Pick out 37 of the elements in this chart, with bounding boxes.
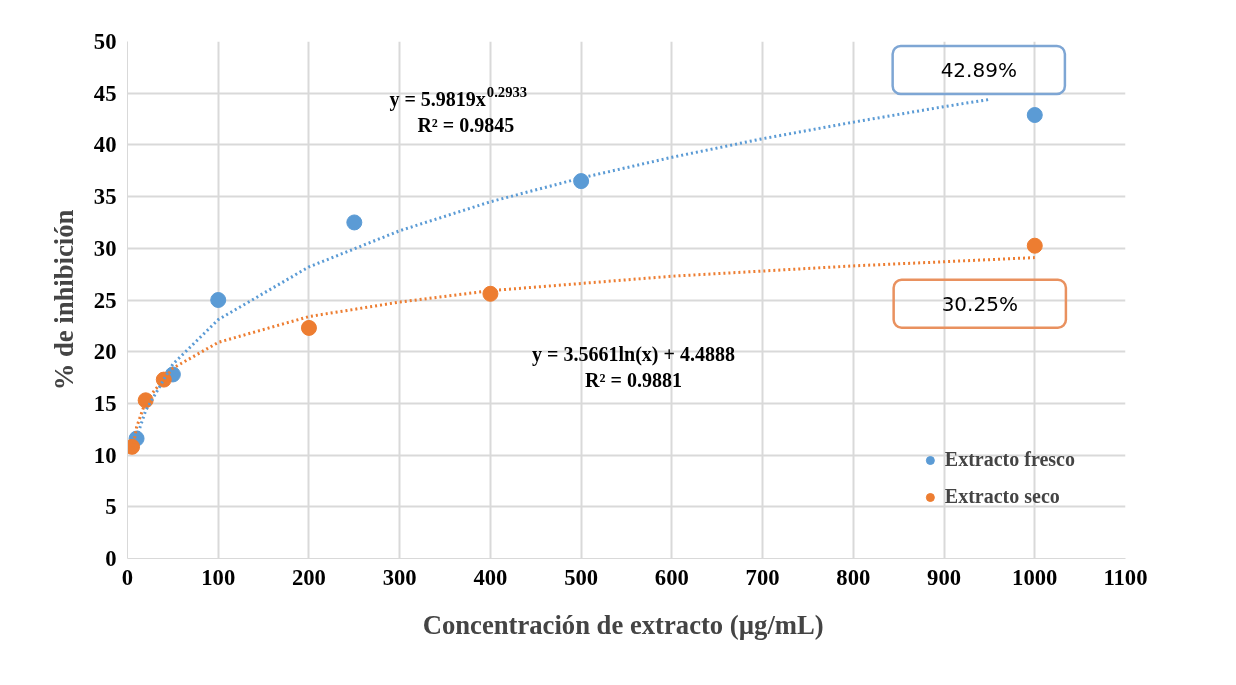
- y-tick-label: 20: [93, 339, 117, 365]
- x-tick-label: 700: [745, 564, 780, 590]
- x-tick-label: 100: [201, 564, 236, 590]
- y-tick-label: 45: [93, 80, 117, 106]
- y-tick-label: 0: [105, 546, 117, 571]
- x-tick-label: 200: [291, 564, 326, 590]
- x-axis-title: Concentración de extracto (µg/mL): [422, 609, 824, 640]
- point: [1026, 237, 1043, 254]
- y-tick-label: 40: [93, 132, 117, 158]
- annotation: y = 3.5661ln(x) + 4.4888 R² = 0.9881: [532, 342, 735, 391]
- y-tick-label: 35: [93, 184, 117, 210]
- point: [573, 173, 590, 190]
- y-tick-label: 25: [93, 287, 117, 313]
- x-tick-label: 1100: [1103, 564, 1148, 590]
- y-axis-title: % de inhibición: [48, 209, 79, 391]
- x-tick-label: 500: [564, 564, 599, 590]
- x-tick-label: 300: [382, 564, 417, 590]
- y-tick-label: 50: [93, 29, 117, 54]
- x-tick-label: 800: [836, 564, 871, 590]
- point: [346, 214, 363, 231]
- point: [1026, 107, 1043, 123]
- y-tick-label: 15: [93, 390, 117, 416]
- x-tick-label: 600: [654, 564, 689, 590]
- legend-label: Extracto fresco: [944, 448, 1075, 471]
- y-tick-label: 5: [105, 494, 117, 520]
- x-tick-label: 0: [121, 564, 134, 590]
- x-tick-label: 400: [473, 564, 508, 590]
- legend-label: Extracto seco: [944, 485, 1060, 508]
- point: [300, 319, 317, 336]
- data-label: 42.89%: [940, 58, 1017, 83]
- point: [210, 292, 227, 308]
- y-tick-label: 30: [93, 235, 117, 261]
- x-tick-label: 1000: [1012, 564, 1058, 590]
- point: [482, 285, 499, 302]
- x-tick-label: 900: [927, 564, 962, 590]
- y-tick-label: 10: [93, 442, 117, 468]
- data-label: 30.25%: [941, 291, 1018, 316]
